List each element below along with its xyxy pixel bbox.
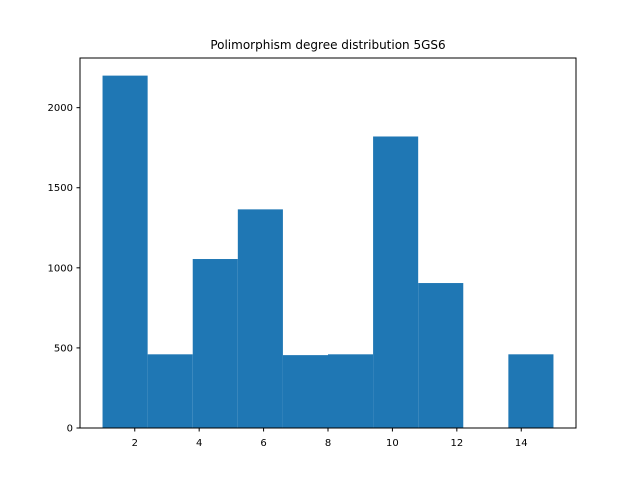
- y-tick-label: 1000: [48, 263, 73, 274]
- x-tick-label: 4: [196, 438, 202, 449]
- x-tick-label: 8: [325, 438, 331, 449]
- histogram-bar: [418, 283, 464, 428]
- chart-title: Polimorphism degree distribution 5GS6: [210, 38, 445, 52]
- histogram-bar: [192, 259, 238, 428]
- y-tick-label: 500: [54, 343, 73, 354]
- histogram-bar: [328, 354, 374, 428]
- histogram-bar: [147, 354, 193, 428]
- x-tick-label: 12: [450, 438, 463, 449]
- y-tick-label: 0: [67, 424, 73, 435]
- histogram-bar: [282, 355, 328, 428]
- x-axis: 2 4 6 8 10 12 14: [132, 428, 528, 449]
- histogram-bar: [237, 209, 283, 428]
- histogram-bar: [102, 75, 148, 428]
- histogram-bar: [508, 354, 554, 428]
- bars-group: [102, 75, 554, 428]
- y-tick-label: 1500: [48, 183, 73, 194]
- x-tick-label: 14: [515, 438, 528, 449]
- histogram-bar: [373, 136, 419, 428]
- x-tick-label: 10: [386, 438, 399, 449]
- x-tick-label: 6: [260, 438, 266, 449]
- x-tick-label: 2: [132, 438, 138, 449]
- y-tick-label: 2000: [48, 103, 73, 114]
- y-axis: 0 500 1000 1500 2000: [48, 103, 80, 435]
